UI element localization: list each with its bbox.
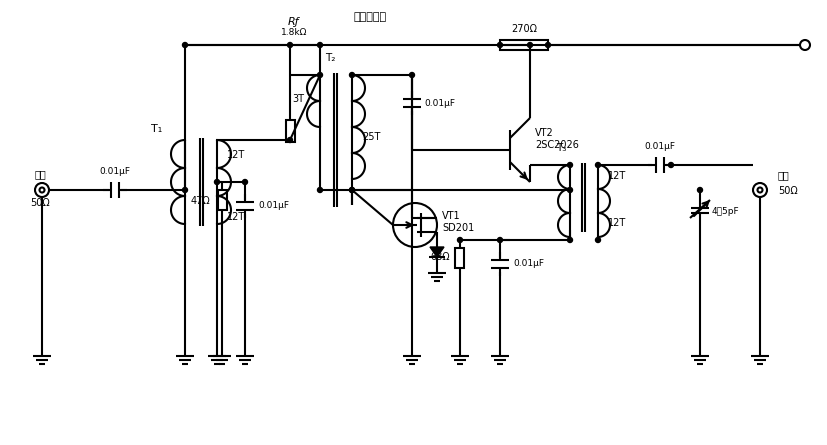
Circle shape bbox=[182, 187, 187, 193]
Bar bbox=[455, 248, 464, 268]
Text: 输出: 输出 bbox=[777, 170, 789, 180]
Circle shape bbox=[349, 187, 354, 193]
Circle shape bbox=[287, 138, 292, 142]
Text: 50Ω: 50Ω bbox=[30, 198, 50, 208]
Text: 1.8kΩ: 1.8kΩ bbox=[280, 28, 307, 37]
Bar bbox=[285, 120, 294, 142]
Text: 3T: 3T bbox=[292, 94, 304, 105]
Circle shape bbox=[349, 187, 354, 193]
Text: 47Ω: 47Ω bbox=[190, 196, 209, 206]
Text: 0.01μF: 0.01μF bbox=[513, 259, 543, 268]
Circle shape bbox=[595, 238, 600, 243]
Text: 270Ω: 270Ω bbox=[510, 24, 537, 34]
Circle shape bbox=[317, 43, 322, 48]
Text: 4～5pF: 4～5pF bbox=[711, 206, 739, 215]
Text: 0.01μF: 0.01μF bbox=[99, 167, 131, 176]
Circle shape bbox=[317, 73, 322, 77]
Text: 0.01μF: 0.01μF bbox=[643, 142, 675, 151]
Text: Rƒ: Rƒ bbox=[288, 17, 299, 27]
Circle shape bbox=[696, 187, 701, 193]
Circle shape bbox=[527, 43, 532, 48]
Text: 2SC2026: 2SC2026 bbox=[534, 140, 578, 150]
Text: 输入: 输入 bbox=[34, 169, 45, 179]
Text: T₁: T₁ bbox=[151, 124, 162, 134]
Circle shape bbox=[566, 238, 571, 243]
Text: 12T: 12T bbox=[607, 171, 625, 181]
Circle shape bbox=[349, 73, 354, 77]
Circle shape bbox=[566, 162, 571, 167]
Text: 12T: 12T bbox=[227, 212, 245, 222]
Circle shape bbox=[214, 179, 219, 185]
Text: VT2: VT2 bbox=[534, 128, 553, 138]
Circle shape bbox=[409, 73, 414, 77]
Circle shape bbox=[595, 162, 600, 167]
Circle shape bbox=[545, 43, 550, 48]
Circle shape bbox=[287, 43, 292, 48]
Text: 12T: 12T bbox=[607, 218, 625, 228]
Text: 50Ω: 50Ω bbox=[777, 186, 796, 196]
Text: 0.01μF: 0.01μF bbox=[423, 98, 455, 108]
Circle shape bbox=[457, 238, 462, 243]
Polygon shape bbox=[429, 247, 443, 257]
Bar bbox=[500, 40, 547, 50]
Text: 耦合变压器: 耦合变压器 bbox=[353, 12, 386, 22]
Circle shape bbox=[667, 162, 672, 167]
Text: VT1: VT1 bbox=[442, 211, 460, 221]
Circle shape bbox=[497, 238, 502, 243]
Text: 25T: 25T bbox=[361, 132, 380, 142]
Bar bbox=[218, 190, 227, 210]
Circle shape bbox=[182, 43, 187, 48]
Circle shape bbox=[566, 187, 571, 193]
Text: SD201: SD201 bbox=[442, 223, 474, 233]
Text: 12T: 12T bbox=[227, 150, 245, 160]
Text: 68Ω: 68Ω bbox=[430, 252, 449, 262]
Circle shape bbox=[242, 179, 247, 185]
Text: 0.01μF: 0.01μF bbox=[258, 202, 289, 210]
Text: T₃: T₃ bbox=[555, 143, 566, 153]
Circle shape bbox=[317, 187, 322, 193]
Circle shape bbox=[497, 43, 502, 48]
Text: T₂: T₂ bbox=[324, 53, 335, 63]
